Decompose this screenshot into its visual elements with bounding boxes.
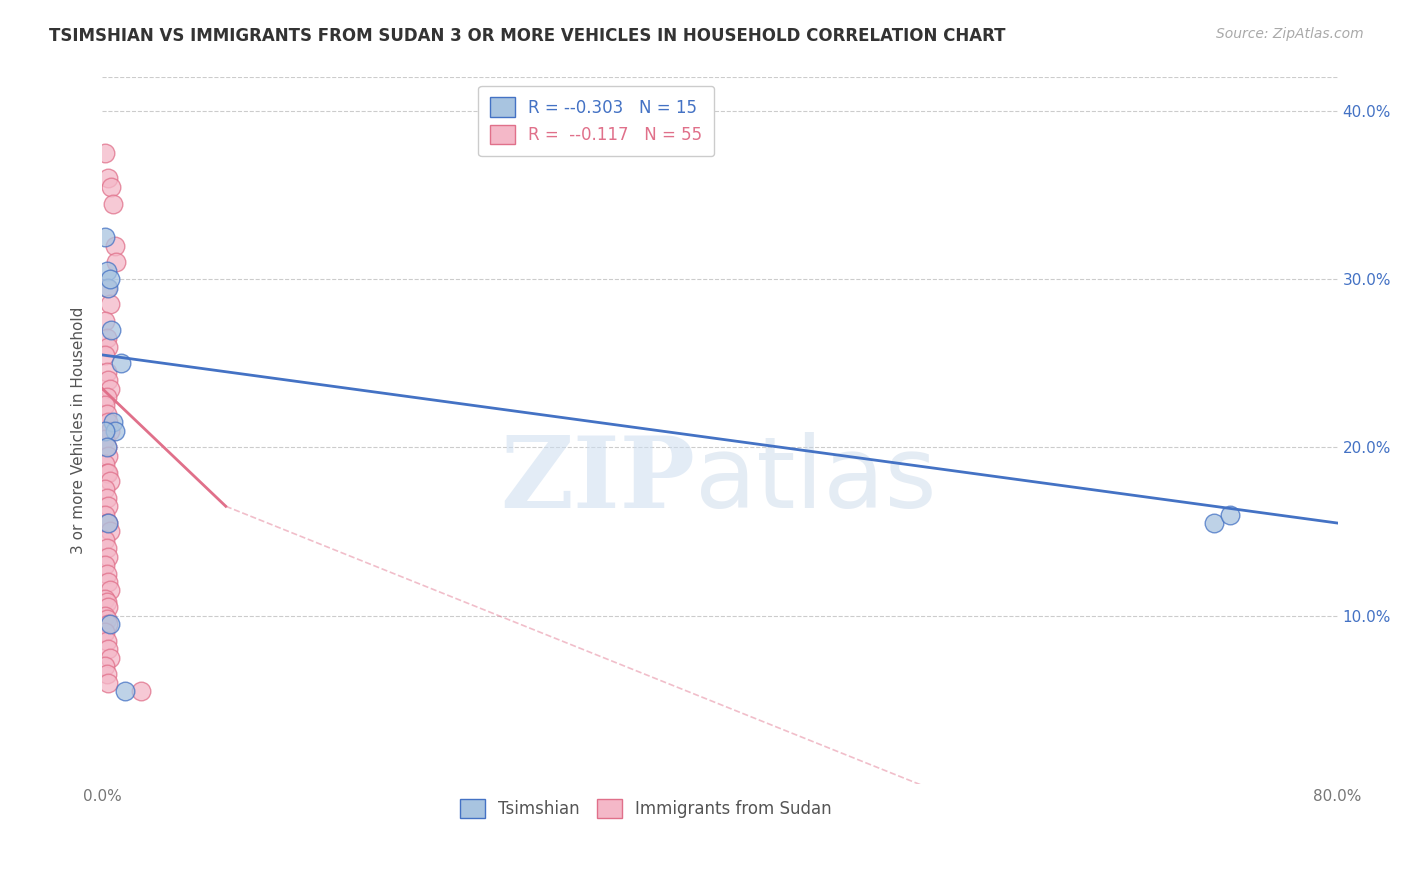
Point bbox=[101, 196, 124, 211]
Point bbox=[96, 365, 118, 379]
Point bbox=[103, 238, 125, 252]
Point bbox=[96, 407, 118, 421]
Point bbox=[97, 339, 120, 353]
Point bbox=[97, 516, 120, 530]
Point bbox=[98, 382, 121, 396]
Point bbox=[94, 508, 117, 522]
Point bbox=[101, 415, 124, 429]
Point bbox=[94, 230, 117, 244]
Point bbox=[94, 659, 117, 673]
Point bbox=[97, 600, 120, 615]
Point bbox=[96, 390, 118, 404]
Point bbox=[97, 500, 120, 514]
Point bbox=[98, 617, 121, 632]
Point bbox=[96, 595, 118, 609]
Point bbox=[98, 424, 121, 438]
Point bbox=[97, 549, 120, 564]
Point bbox=[105, 255, 128, 269]
Point bbox=[94, 533, 117, 547]
Point bbox=[97, 642, 120, 657]
Point bbox=[94, 398, 117, 412]
Point bbox=[97, 280, 120, 294]
Point bbox=[94, 625, 117, 640]
Point bbox=[97, 449, 120, 463]
Point bbox=[96, 441, 118, 455]
Point bbox=[94, 314, 117, 328]
Text: TSIMSHIAN VS IMMIGRANTS FROM SUDAN 3 OR MORE VEHICLES IN HOUSEHOLD CORRELATION C: TSIMSHIAN VS IMMIGRANTS FROM SUDAN 3 OR … bbox=[49, 27, 1005, 45]
Point bbox=[96, 466, 118, 480]
Point bbox=[96, 516, 118, 530]
Point bbox=[96, 633, 118, 648]
Point bbox=[98, 297, 121, 311]
Point bbox=[96, 491, 118, 505]
Point bbox=[94, 591, 117, 606]
Point bbox=[96, 264, 118, 278]
Point bbox=[97, 676, 120, 690]
Point bbox=[110, 356, 132, 370]
Point bbox=[94, 432, 117, 446]
Point bbox=[94, 457, 117, 471]
Point bbox=[96, 331, 118, 345]
Point bbox=[94, 608, 117, 623]
Legend: Tsimshian, Immigrants from Sudan: Tsimshian, Immigrants from Sudan bbox=[453, 792, 838, 825]
Point bbox=[97, 415, 120, 429]
Point bbox=[96, 541, 118, 556]
Point bbox=[98, 650, 121, 665]
Point bbox=[1218, 508, 1240, 522]
Text: atlas: atlas bbox=[695, 432, 936, 529]
Point bbox=[94, 146, 117, 161]
Point bbox=[103, 424, 125, 438]
Point bbox=[114, 684, 136, 698]
Point bbox=[94, 424, 117, 438]
Point bbox=[97, 466, 120, 480]
Point bbox=[97, 171, 120, 186]
Point bbox=[98, 272, 121, 286]
Point bbox=[94, 348, 117, 362]
Point bbox=[100, 179, 122, 194]
Point bbox=[98, 524, 121, 539]
Point bbox=[96, 612, 118, 626]
Point bbox=[96, 566, 118, 581]
Point bbox=[97, 373, 120, 387]
Point bbox=[97, 516, 120, 530]
Y-axis label: 3 or more Vehicles in Household: 3 or more Vehicles in Household bbox=[72, 307, 86, 554]
Text: Source: ZipAtlas.com: Source: ZipAtlas.com bbox=[1216, 27, 1364, 41]
Point bbox=[98, 583, 121, 598]
Point bbox=[96, 280, 118, 294]
Point bbox=[97, 574, 120, 589]
Point bbox=[96, 441, 118, 455]
Point bbox=[98, 474, 121, 488]
Point bbox=[94, 558, 117, 573]
Point bbox=[94, 483, 117, 497]
Point bbox=[97, 617, 120, 632]
Point bbox=[129, 684, 152, 698]
Point bbox=[100, 323, 122, 337]
Point bbox=[96, 667, 118, 681]
Point bbox=[1204, 516, 1226, 530]
Text: ZIP: ZIP bbox=[501, 432, 695, 529]
